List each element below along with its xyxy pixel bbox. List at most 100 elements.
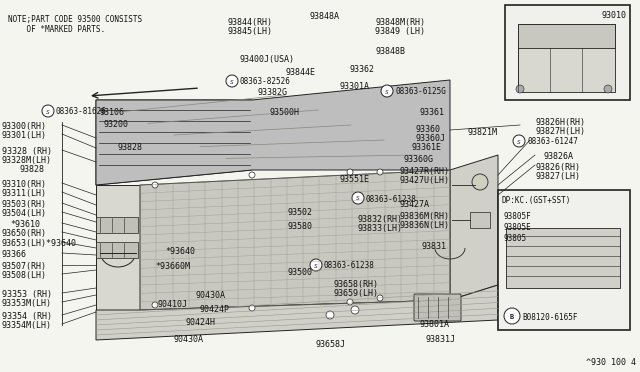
Text: 93427R(RH): 93427R(RH) [400,167,450,176]
Circle shape [604,85,612,93]
Text: B: B [510,314,514,320]
Text: 93805F: 93805F [504,212,532,221]
Text: 93300(RH): 93300(RH) [2,122,47,131]
Circle shape [381,85,393,97]
Text: 93301A: 93301A [340,82,370,91]
Text: 93826H(RH): 93826H(RH) [535,118,585,127]
Text: 93848A: 93848A [310,12,340,21]
Circle shape [152,302,158,308]
Bar [498,190,630,330]
Circle shape [152,182,158,188]
Text: 08363-61238: 08363-61238 [324,262,375,270]
Text: 93508(LH): 93508(LH) [2,271,47,280]
Bar [505,5,630,100]
Bar [96,242,138,258]
Circle shape [42,105,54,117]
Text: 93658J: 93658J [316,340,346,349]
Text: ^930 100 4: ^930 100 4 [586,358,636,367]
Bar [96,217,138,233]
Text: 93805E: 93805E [504,223,532,232]
Text: 93504(LH): 93504(LH) [2,209,47,218]
Polygon shape [96,80,450,185]
Text: 93801A: 93801A [420,320,450,329]
Text: 93366: 93366 [2,250,27,259]
Text: 93500H: 93500H [270,108,300,117]
Circle shape [226,75,238,87]
Text: 93353 (RH): 93353 (RH) [2,290,52,299]
Text: 90430A: 90430A [174,335,204,344]
Circle shape [352,192,364,204]
Text: S: S [230,80,234,84]
Text: 08363-61247: 08363-61247 [527,138,578,147]
Text: 93382G: 93382G [258,88,288,97]
Circle shape [377,169,383,175]
Text: 93826(RH): 93826(RH) [535,163,580,172]
Text: 93200: 93200 [103,120,128,129]
Text: DP:KC.(GST+SST): DP:KC.(GST+SST) [502,196,572,205]
Text: *93660M: *93660M [155,262,190,271]
Circle shape [249,172,255,178]
Text: 93360G: 93360G [403,155,433,164]
Circle shape [347,169,353,175]
Circle shape [347,299,353,305]
Text: 90424P: 90424P [200,305,230,314]
Text: NOTE;PART CODE 93500 CONSISTS
    OF *MARKED PARTS.: NOTE;PART CODE 93500 CONSISTS OF *MARKED… [8,15,142,34]
Text: 93848B: 93848B [375,47,405,56]
Text: 93328M(LH): 93328M(LH) [2,156,52,165]
Text: 93659(LH): 93659(LH) [334,289,379,298]
Text: S: S [385,90,389,94]
Polygon shape [96,185,140,310]
Text: S: S [517,140,521,144]
Text: 93580: 93580 [288,222,313,231]
Circle shape [249,305,255,311]
Text: 93827(LH): 93827(LH) [535,172,580,181]
Text: 93805: 93805 [504,234,527,243]
Circle shape [326,311,334,319]
Text: 93832(RH): 93832(RH) [358,215,403,224]
Text: 93658(RH): 93658(RH) [334,280,379,289]
Text: 93831J: 93831J [425,335,455,344]
Text: 93828: 93828 [118,143,143,152]
Text: 93360: 93360 [415,125,440,134]
Text: 93106: 93106 [100,108,125,117]
Text: 93311(LH): 93311(LH) [2,189,47,198]
Circle shape [472,174,488,190]
Polygon shape [450,155,498,300]
Text: 93354M(LH): 93354M(LH) [2,321,52,330]
Text: 93427A: 93427A [400,200,430,209]
Bar [518,24,615,92]
Text: 93310(RH): 93310(RH) [2,180,47,189]
Circle shape [504,308,520,324]
Text: 90410J: 90410J [158,300,188,309]
Text: 08363-6125G: 08363-6125G [395,87,446,96]
Text: 93427U(LH): 93427U(LH) [400,176,450,185]
Text: 93502: 93502 [288,208,313,217]
Text: 93849 (LH): 93849 (LH) [375,27,425,36]
Circle shape [351,306,359,314]
Text: 93836N(LH): 93836N(LH) [400,221,450,230]
Bar [506,228,620,288]
Text: *93640: *93640 [165,247,195,256]
Text: 93848M(RH): 93848M(RH) [375,18,425,27]
Text: 93836M(RH): 93836M(RH) [400,212,450,221]
Text: 93833(LH): 93833(LH) [358,224,403,233]
Text: 93828: 93828 [20,165,45,174]
Text: 08363-61238: 08363-61238 [366,195,417,203]
Text: 93361E: 93361E [412,143,442,152]
Text: 08363-81626: 08363-81626 [56,108,107,116]
Text: 93831: 93831 [422,242,447,251]
Polygon shape [96,285,498,340]
Circle shape [516,85,524,93]
Text: 93361: 93361 [420,108,445,117]
Text: 93301(LH): 93301(LH) [2,131,47,140]
Text: S: S [356,196,360,202]
Text: 93354 (RH): 93354 (RH) [2,312,52,321]
Text: 93821M: 93821M [467,128,497,137]
Text: 90424H: 90424H [186,318,216,327]
Text: 93844E: 93844E [285,68,315,77]
Text: 93400J(USA): 93400J(USA) [240,55,295,64]
Polygon shape [96,100,252,185]
Text: B08120-6165F: B08120-6165F [522,314,577,323]
Text: 90430A: 90430A [196,291,226,300]
Text: 93827H(LH): 93827H(LH) [535,127,585,136]
